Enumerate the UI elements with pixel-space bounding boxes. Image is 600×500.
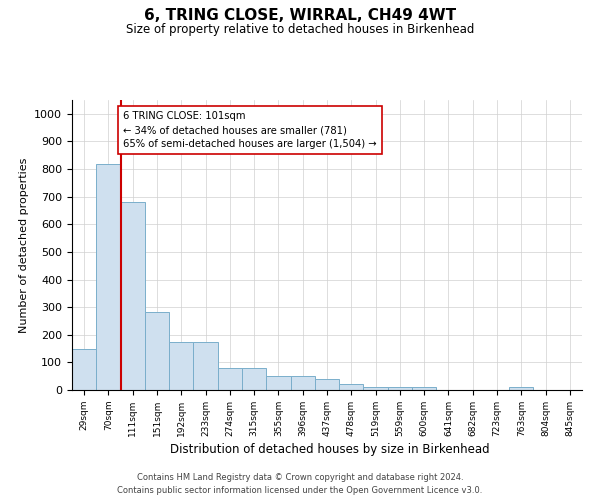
Bar (509, 387, 533, 390)
Bar (121, 202, 145, 390)
Bar (315, 379, 339, 390)
Text: 6, TRING CLOSE, WIRRAL, CH49 4WT: 6, TRING CLOSE, WIRRAL, CH49 4WT (144, 8, 456, 22)
Text: 6 TRING CLOSE: 101sqm
← 34% of detached houses are smaller (781)
65% of semi-det: 6 TRING CLOSE: 101sqm ← 34% of detached … (123, 111, 377, 149)
Bar (218, 368, 242, 390)
Bar (242, 368, 266, 390)
Bar (290, 376, 315, 390)
Bar (364, 386, 388, 390)
Text: Size of property relative to detached houses in Birkenhead: Size of property relative to detached ho… (126, 22, 474, 36)
Y-axis label: Number of detached properties: Number of detached properties (19, 158, 29, 332)
Bar (339, 384, 364, 390)
Bar (72, 349, 96, 390)
Bar (266, 376, 290, 390)
Bar (169, 342, 193, 390)
Text: Distribution of detached houses by size in Birkenhead: Distribution of detached houses by size … (170, 442, 490, 456)
Bar (412, 387, 436, 390)
Text: Contains HM Land Registry data © Crown copyright and database right 2024.
Contai: Contains HM Land Registry data © Crown c… (118, 474, 482, 495)
Bar (193, 342, 218, 390)
Bar (96, 164, 121, 390)
Bar (145, 312, 169, 390)
Bar (388, 386, 412, 390)
